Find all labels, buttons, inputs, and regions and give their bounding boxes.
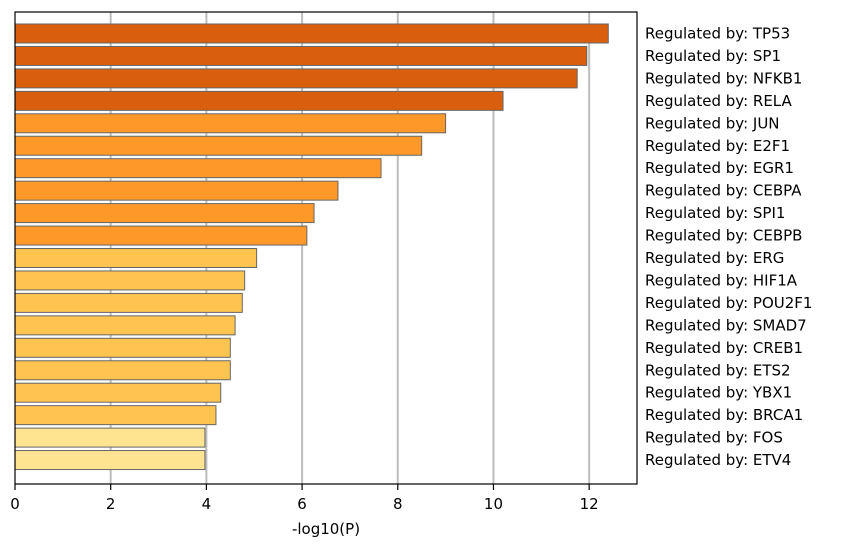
bar xyxy=(14,292,243,313)
category-label: Regulated by: YBX1 xyxy=(645,384,792,402)
category-label: Regulated by: SPI1 xyxy=(645,204,785,222)
plot-frame xyxy=(14,11,638,485)
x-tick-label: 12 xyxy=(580,495,599,513)
category-label: Regulated by: E2F1 xyxy=(645,137,790,155)
category-label: Regulated by: HIF1A xyxy=(645,271,798,289)
x-tick-label: 8 xyxy=(393,495,403,513)
bar xyxy=(14,337,231,358)
category-label: Regulated by: EGR1 xyxy=(645,159,794,177)
category-label: Regulated by: ETS2 xyxy=(645,361,791,379)
category-label: Regulated by: CEBPA xyxy=(645,182,802,200)
bar xyxy=(14,68,578,89)
bar xyxy=(14,203,315,224)
bar xyxy=(14,45,588,66)
category-label: Regulated by: NFKB1 xyxy=(645,69,802,87)
category-label: Regulated by: RELA xyxy=(645,92,792,110)
bar xyxy=(14,382,222,403)
x-axis-label: -log10(P) xyxy=(292,520,360,538)
bar xyxy=(14,405,217,426)
bar xyxy=(14,113,447,134)
category-label: Regulated by: CEBPB xyxy=(645,227,802,245)
x-axis: 0 2 4 6 8 10 12 xyxy=(10,484,599,513)
bars xyxy=(14,23,609,471)
x-tick-label: 2 xyxy=(106,495,116,513)
category-label: Regulated by: SMAD7 xyxy=(645,316,807,334)
x-tick-label: 10 xyxy=(484,495,503,513)
bar xyxy=(14,135,423,156)
x-tick-label: 6 xyxy=(297,495,307,513)
category-label: Regulated by: POU2F1 xyxy=(645,294,812,312)
bar xyxy=(14,180,339,201)
bar xyxy=(14,270,246,291)
category-label: Regulated by: JUN xyxy=(645,114,780,132)
category-label: Regulated by: ERG xyxy=(645,249,784,267)
category-label: Regulated by: BRCA1 xyxy=(645,406,803,424)
bar xyxy=(14,225,308,246)
category-label: Regulated by: TP53 xyxy=(645,25,790,43)
category-label: Regulated by: SP1 xyxy=(645,47,781,65)
bar xyxy=(14,23,609,44)
bar xyxy=(14,248,258,268)
x-tick-label: 4 xyxy=(202,495,212,513)
x-tick-label: 0 xyxy=(10,495,20,513)
category-label: Regulated by: CREB1 xyxy=(645,339,803,357)
bar xyxy=(14,315,236,336)
category-label: Regulated by: FOS xyxy=(645,429,783,447)
bar xyxy=(14,90,504,111)
bar xyxy=(14,427,206,448)
bar xyxy=(14,450,206,471)
category-labels: Regulated by: TP53 Regulated by: SP1 Regul… xyxy=(645,25,812,470)
category-label: Regulated by: ETV4 xyxy=(645,451,791,469)
bar xyxy=(14,158,382,179)
bar xyxy=(14,360,231,381)
